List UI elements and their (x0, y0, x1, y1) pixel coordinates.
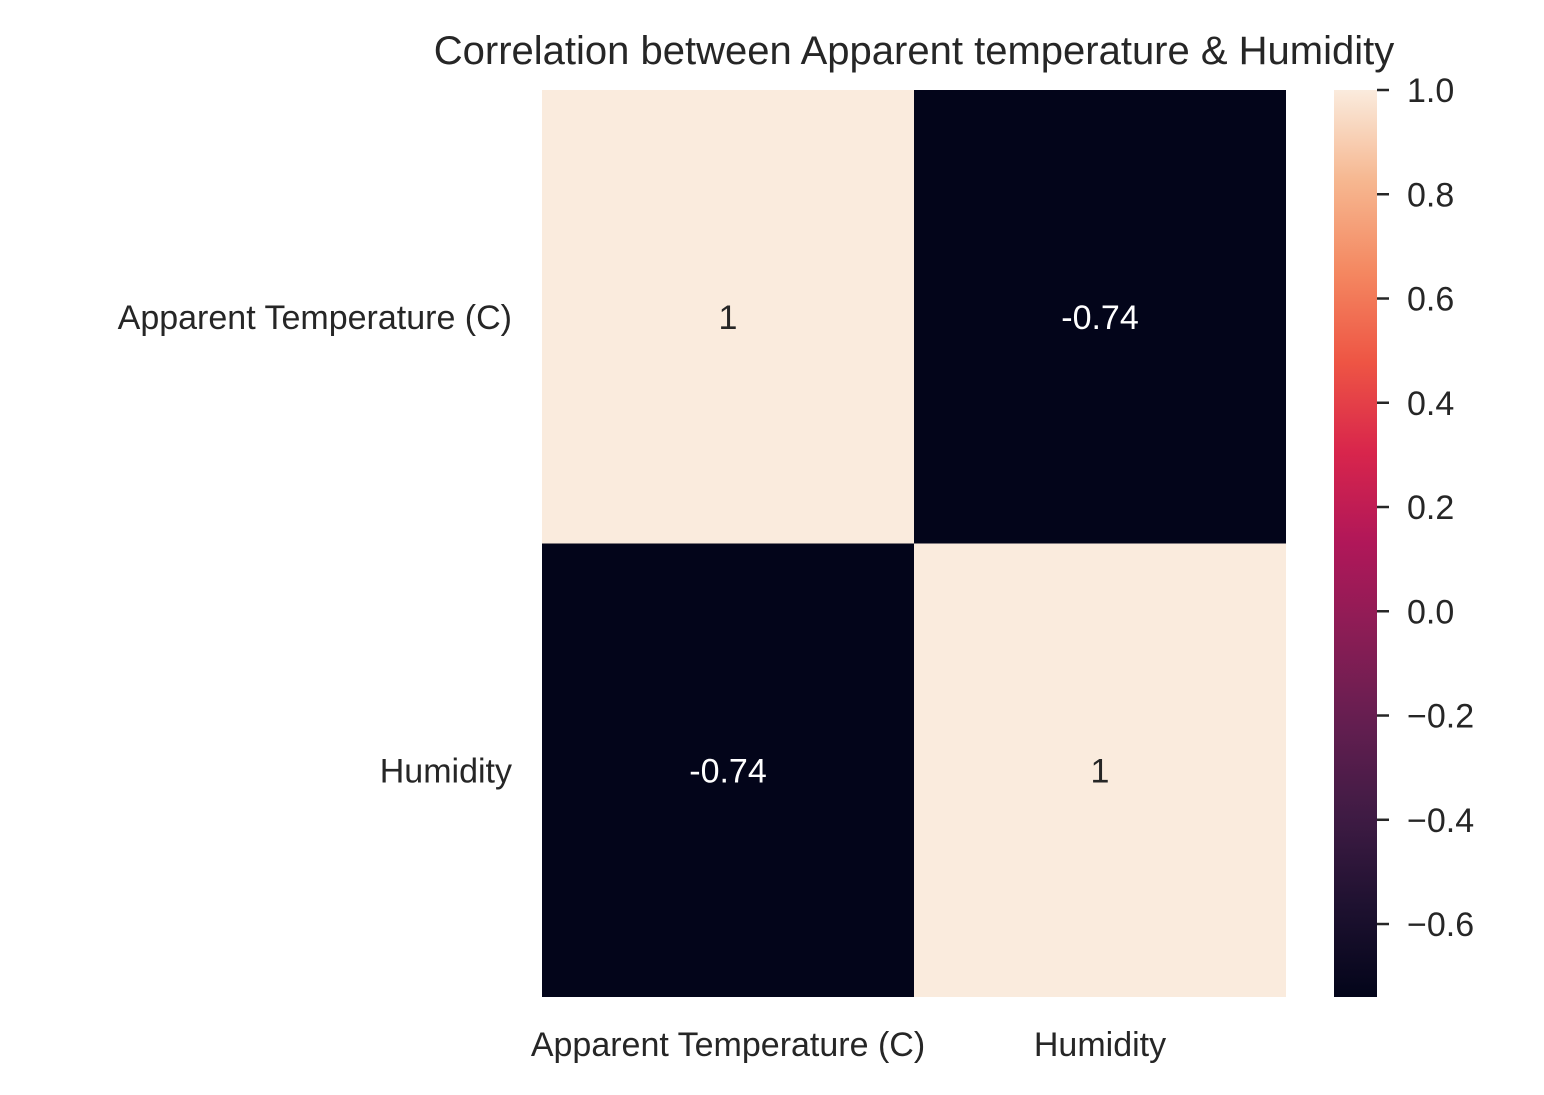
cell-label-r0-c0: 1 (719, 299, 738, 337)
heatmap-cell-r1-c0 (542, 543, 914, 997)
colorbar-tick-label: 0.2 (1407, 489, 1454, 527)
cell-annotations: 1 -0.74 -0.74 1 (689, 299, 1139, 791)
row-labels: Apparent Temperature (C) Humidity (118, 299, 512, 791)
cell-label-r1-c0: -0.74 (689, 752, 767, 790)
heatmap-cell-r0-c0 (542, 90, 914, 544)
colorbar-ticks: −0.6 −0.4 −0.2 0.0 0.2 0.4 0.6 0.8 1.0 (1377, 72, 1474, 944)
colorbar-tick-label: −0.2 (1407, 698, 1474, 736)
colorbar (1334, 90, 1377, 997)
colorbar-tick-label: 1.0 (1407, 72, 1454, 110)
cell-label-r0-c1: -0.74 (1061, 299, 1139, 337)
column-labels: Apparent Temperature (C) Humidity (531, 1026, 1166, 1064)
colorbar-tick-label: −0.4 (1407, 802, 1474, 840)
heatmap-cell-r1-c1 (914, 543, 1286, 997)
colorbar-tick-label: 0.4 (1407, 385, 1454, 423)
cell-label-r1-c1: 1 (1091, 752, 1110, 790)
chart-title: Correlation between Apparent temperature… (434, 29, 1395, 73)
colorbar-tick-label: 0.8 (1407, 176, 1454, 214)
colorbar-tick-label: −0.6 (1407, 906, 1474, 944)
row-label: Apparent Temperature (C) (118, 299, 512, 337)
column-label: Humidity (1034, 1026, 1166, 1064)
column-label: Apparent Temperature (C) (531, 1026, 925, 1064)
colorbar-tick-label: 0.6 (1407, 281, 1454, 319)
heatmap-cell-r0-c1 (914, 90, 1286, 544)
colorbar-tick-label: 0.0 (1407, 593, 1454, 631)
row-label: Humidity (380, 752, 512, 790)
heatmap-cells (542, 90, 1286, 997)
